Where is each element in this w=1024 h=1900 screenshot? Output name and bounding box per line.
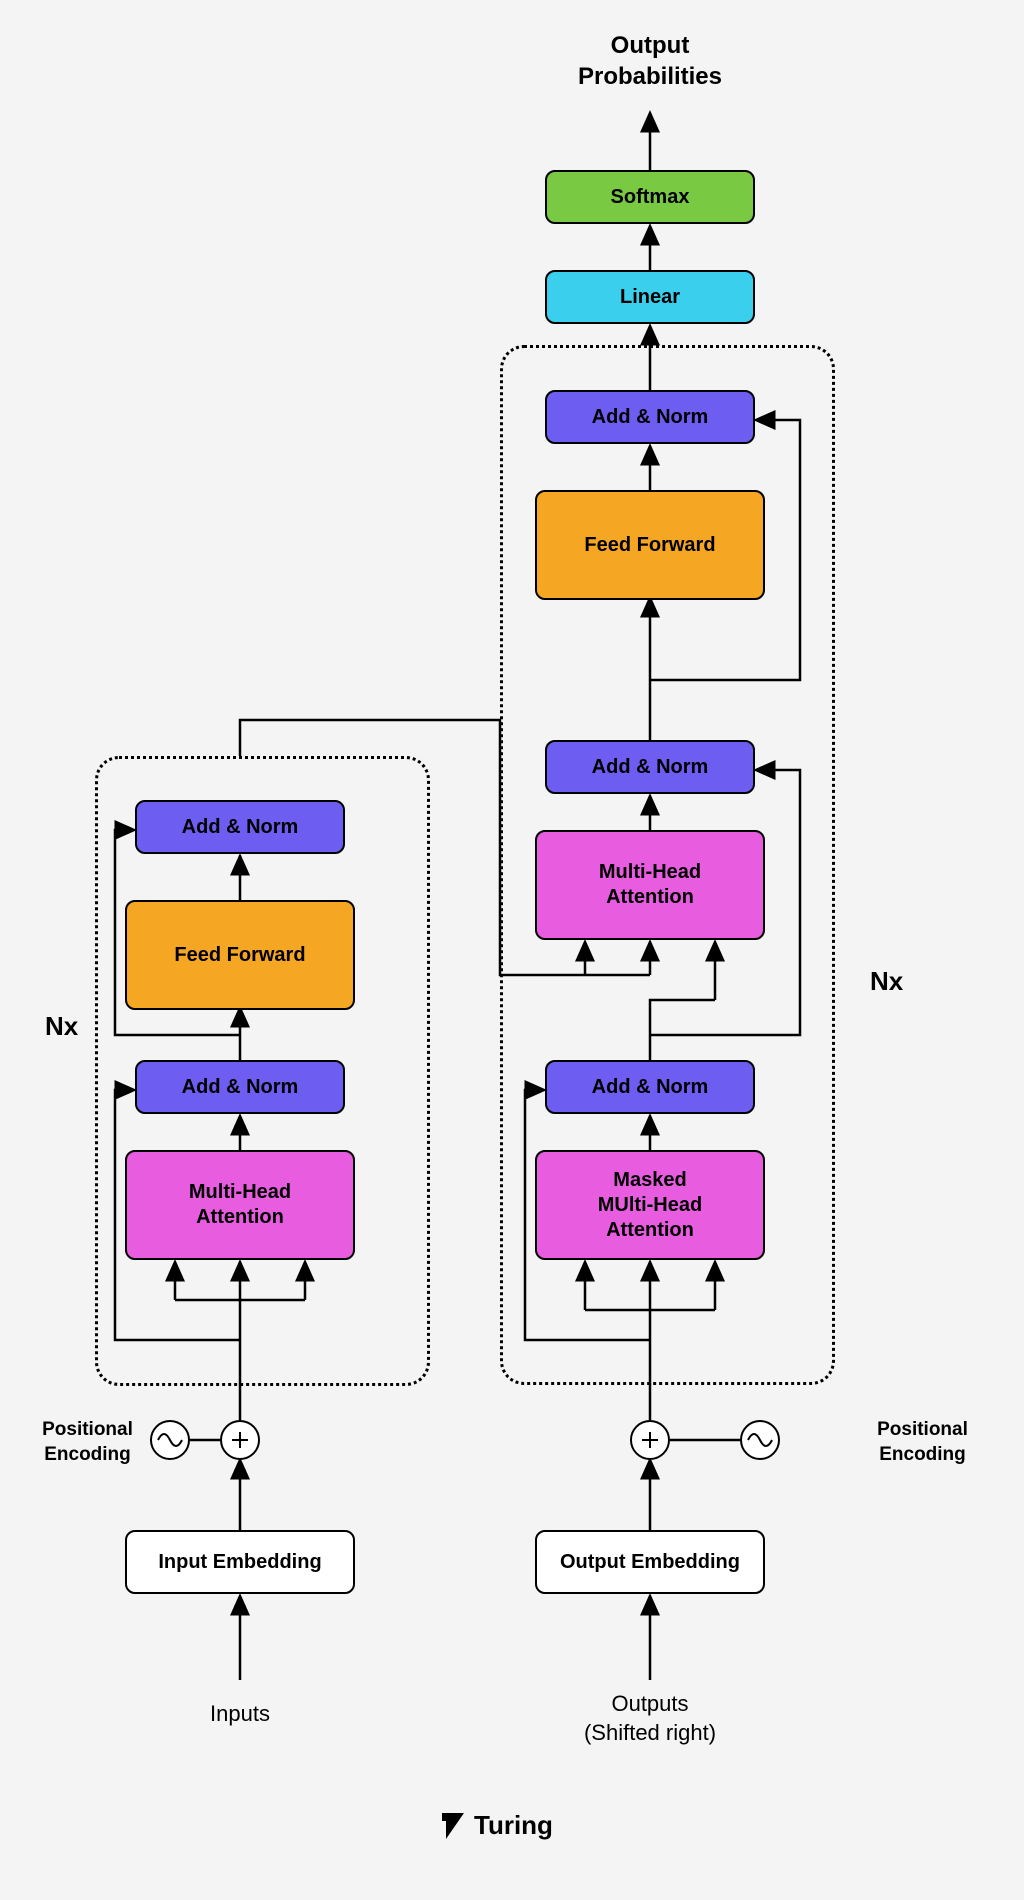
decoder-addnorm-1-label: Add & Norm xyxy=(592,405,709,430)
decoder-ff-label: Feed Forward xyxy=(584,533,715,558)
output-embed-label: Output Embedding xyxy=(560,1550,740,1575)
decoder-masked-mha: Masked MUlti-Head Attention xyxy=(535,1150,765,1260)
encoder-pe-icon xyxy=(150,1420,190,1460)
decoder-mha-label: Multi-Head Attention xyxy=(599,860,701,910)
softmax-label: Softmax xyxy=(611,185,690,210)
encoder-addnorm-1-label: Add & Norm xyxy=(182,815,299,840)
linear-block: Linear xyxy=(545,270,755,324)
decoder-masked-mha-label: Masked MUlti-Head Attention xyxy=(598,1168,702,1243)
title-line2: Probabilities xyxy=(550,61,750,92)
encoder-ff-label: Feed Forward xyxy=(174,943,305,968)
outputs-label-2: (Shifted right) xyxy=(560,1719,740,1748)
encoder-addnorm-1: Add & Norm xyxy=(135,800,345,854)
turing-logo-icon xyxy=(440,1811,466,1841)
decoder-pe-icon xyxy=(740,1420,780,1460)
nx-label-left: Nx xyxy=(45,1010,78,1044)
linear-label: Linear xyxy=(620,285,680,310)
pe-label-right-1: Positional xyxy=(865,1418,980,1443)
encoder-mha-label: Multi-Head Attention xyxy=(189,1180,291,1230)
decoder-plus-icon xyxy=(630,1420,670,1460)
footer-label: Turing xyxy=(474,1810,553,1841)
encoder-mha: Multi-Head Attention xyxy=(125,1150,355,1260)
footer: Turing xyxy=(440,1810,553,1841)
input-embed-label: Input Embedding xyxy=(158,1550,321,1575)
outputs-label: Outputs (Shifted right) xyxy=(560,1690,740,1747)
pe-label-left: Positional Encoding xyxy=(30,1418,145,1467)
output-embedding-block: Output Embedding xyxy=(535,1530,765,1594)
encoder-feedforward: Feed Forward xyxy=(125,900,355,1010)
pe-label-left-2: Encoding xyxy=(30,1443,145,1468)
outputs-label-1: Outputs xyxy=(560,1690,740,1719)
title: Output Probabilities xyxy=(550,30,750,92)
encoder-addnorm-2-label: Add & Norm xyxy=(182,1075,299,1100)
decoder-addnorm-3: Add & Norm xyxy=(545,1060,755,1114)
decoder-addnorm-2: Add & Norm xyxy=(545,740,755,794)
decoder-addnorm-1: Add & Norm xyxy=(545,390,755,444)
softmax-block: Softmax xyxy=(545,170,755,224)
encoder-plus-icon xyxy=(220,1420,260,1460)
pe-label-right-2: Encoding xyxy=(865,1443,980,1468)
decoder-mha: Multi-Head Attention xyxy=(535,830,765,940)
decoder-addnorm-2-label: Add & Norm xyxy=(592,755,709,780)
decoder-addnorm-3-label: Add & Norm xyxy=(592,1075,709,1100)
input-embedding-block: Input Embedding xyxy=(125,1530,355,1594)
title-line1: Output xyxy=(550,30,750,61)
pe-label-right: Positional Encoding xyxy=(865,1418,980,1467)
nx-label-right: Nx xyxy=(870,965,903,999)
pe-label-left-1: Positional xyxy=(30,1418,145,1443)
encoder-addnorm-2: Add & Norm xyxy=(135,1060,345,1114)
inputs-label: Inputs xyxy=(190,1700,290,1729)
decoder-feedforward: Feed Forward xyxy=(535,490,765,600)
